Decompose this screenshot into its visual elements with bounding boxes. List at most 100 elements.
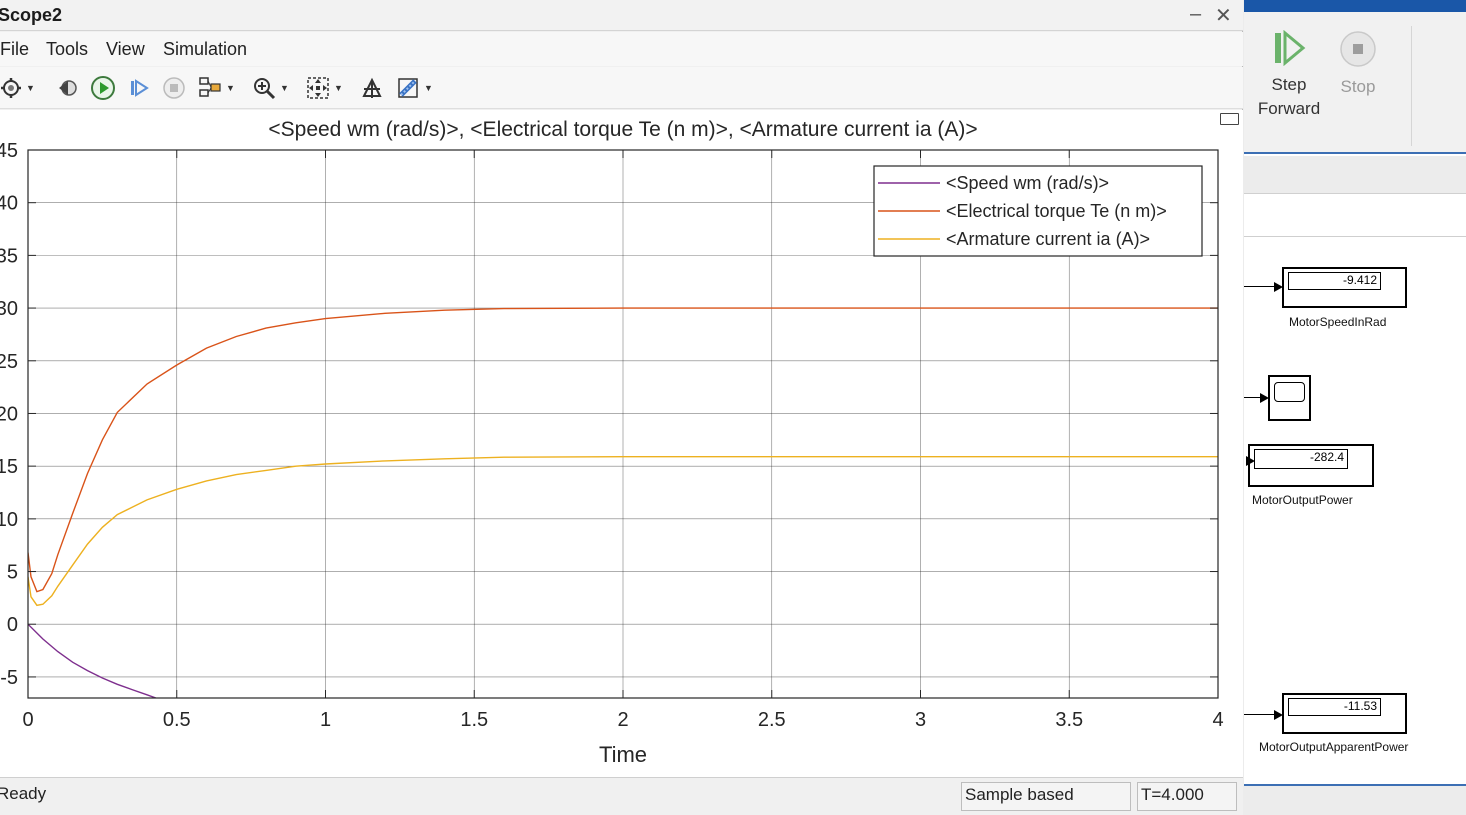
arrowhead xyxy=(1274,710,1283,720)
stop-label: Stop xyxy=(1340,77,1376,96)
legend-entry: <Speed wm (rad/s)> xyxy=(946,173,1109,193)
display-value: -11.53 xyxy=(1288,698,1381,716)
chevron-down-icon: ▼ xyxy=(334,83,343,93)
y-tick-label: -5 xyxy=(0,667,18,689)
trigger-icon xyxy=(199,77,221,97)
x-tick-label: 2.5 xyxy=(758,709,786,731)
scope-chart[interactable]: 0 0.5 1 1.5 2 2.5 3 3.5 4-5051015202530354045<Sp… xyxy=(0,110,1243,777)
y-tick-label: 20 xyxy=(0,403,18,425)
settings-button[interactable]: ▼ xyxy=(0,76,35,100)
step-forward-icon xyxy=(131,79,149,97)
y-tick-label: 10 xyxy=(0,509,18,531)
zoom-button[interactable]: ▼ xyxy=(252,76,289,100)
x-tick-label: 1 xyxy=(320,709,331,731)
legend-entry: <Electrical torque Te (n m)> xyxy=(946,201,1167,221)
signal-line xyxy=(1244,286,1274,287)
step-forward-icon xyxy=(1275,29,1306,67)
step-forward-sim-button[interactable]: Step Forward xyxy=(1246,29,1332,121)
display-block-speed[interactable]: -9.412 xyxy=(1282,267,1407,308)
undock-icon[interactable] xyxy=(1220,113,1239,125)
scope-window: Scope2 – ✕ File Tools View Simulation ▼ … xyxy=(0,0,1243,815)
x-tick-label: 4 xyxy=(1212,709,1223,731)
stop-button[interactable] xyxy=(162,76,186,100)
menu-simulation[interactable]: Simulation xyxy=(163,39,248,59)
chevron-down-icon: ▼ xyxy=(226,83,235,93)
stop-sim-button[interactable]: Stop xyxy=(1332,30,1384,99)
simulink-editor: Step Forward Stop -9.412 MotorSpeedInRad… xyxy=(1244,0,1466,815)
display-value: -282.4 xyxy=(1254,449,1348,469)
y-tick-label: 35 xyxy=(0,245,18,267)
settings-icon xyxy=(1,78,21,98)
x-tick-label: 2 xyxy=(617,709,628,731)
arrowhead xyxy=(1246,456,1255,466)
block-label: MotorSpeedInRad xyxy=(1289,315,1387,329)
x-tick-label: 3.5 xyxy=(1055,709,1083,731)
status-ready: Ready xyxy=(0,784,47,803)
run-button[interactable] xyxy=(90,76,116,100)
editor-statusbar xyxy=(1244,784,1466,815)
series-line xyxy=(28,456,1218,607)
editor-titlebar xyxy=(1244,0,1466,12)
x-tick-label: 0 xyxy=(22,709,33,731)
signal-line xyxy=(1244,714,1274,715)
cursor-button[interactable] xyxy=(360,76,384,100)
measure-icon xyxy=(398,78,418,98)
close-button[interactable]: ✕ xyxy=(1215,5,1232,27)
fit-button[interactable]: ▼ xyxy=(306,76,343,100)
editor-tabbar xyxy=(1244,156,1466,194)
x-tick-label: 0.5 xyxy=(163,709,191,731)
chevron-down-icon: ▼ xyxy=(424,83,433,93)
window-title: Scope2 xyxy=(0,5,63,25)
chevron-down-icon: ▼ xyxy=(280,83,289,93)
cursor-icon xyxy=(362,77,382,98)
status-bar: Ready Sample based T=4.000 xyxy=(0,777,1243,815)
x-tick-label: 1.5 xyxy=(460,709,488,731)
y-tick-label: 40 xyxy=(0,193,18,215)
scope-screen-icon xyxy=(1274,382,1305,402)
display-value: -9.412 xyxy=(1288,272,1381,290)
step-forward-label-1: Step xyxy=(1271,75,1307,94)
ribbon-divider xyxy=(1411,26,1412,146)
scope-block[interactable] xyxy=(1268,375,1311,421)
y-tick-label: 30 xyxy=(0,298,18,320)
step-forward-label-2: Forward xyxy=(1257,99,1321,118)
step-back-icon xyxy=(59,80,77,96)
x-tick-label: 3 xyxy=(915,709,926,731)
series-line xyxy=(28,623,157,698)
zoom-icon xyxy=(254,78,276,100)
signal-line xyxy=(1244,397,1260,398)
menu-file[interactable]: File xyxy=(0,39,30,59)
y-tick-label: 25 xyxy=(0,351,18,373)
arrowhead xyxy=(1274,282,1283,292)
title-bar: Scope2 – ✕ xyxy=(0,0,1243,31)
stop-icon xyxy=(163,77,185,99)
stop-icon xyxy=(1340,31,1376,67)
toolbar: ▼ ▼ ▼ ▼ ▼ xyxy=(0,67,1243,109)
time-field: T=4.000 xyxy=(1137,782,1237,811)
arrowhead xyxy=(1260,393,1269,403)
series-line xyxy=(28,307,1218,593)
y-tick-label: 45 xyxy=(0,140,18,162)
y-tick-label: 15 xyxy=(0,456,18,478)
legend-entry: <Armature current ia (A)> xyxy=(946,229,1150,249)
minimize-button[interactable]: – xyxy=(1190,3,1202,25)
model-canvas: -9.412 MotorSpeedInRad -282.4 MotorOutpu… xyxy=(1244,238,1466,785)
simulation-ribbon: Step Forward Stop xyxy=(1244,12,1466,154)
block-label: MotorOutputApparentPower xyxy=(1259,740,1409,754)
y-tick-label: 0 xyxy=(7,614,18,636)
display-block-apparent-power[interactable]: -11.53 xyxy=(1282,693,1407,734)
address-bar xyxy=(1244,195,1466,237)
chart-title: <Speed wm (rad/s)>, <Electrical torque T… xyxy=(268,118,977,141)
measure-button[interactable]: ▼ xyxy=(396,76,433,100)
menu-tools[interactable]: Tools xyxy=(46,39,89,59)
chevron-down-icon: ▼ xyxy=(26,83,35,93)
sample-mode-field: Sample based xyxy=(961,782,1131,811)
menu-bar: File Tools View Simulation xyxy=(0,32,1243,66)
display-block-power[interactable]: -282.4 xyxy=(1248,444,1374,487)
step-forward-button[interactable] xyxy=(128,76,150,100)
trigger-button[interactable]: ▼ xyxy=(198,76,235,100)
menu-view[interactable]: View xyxy=(106,39,145,59)
block-label: MotorOutputPower xyxy=(1252,493,1353,507)
step-back-button[interactable] xyxy=(56,76,80,100)
y-tick-label: 5 xyxy=(7,562,18,584)
